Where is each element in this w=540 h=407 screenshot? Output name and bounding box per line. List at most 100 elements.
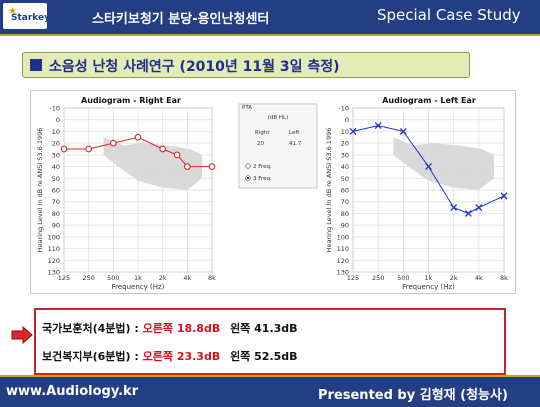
bokji-left-value: 왼쪽 52.5dB (230, 350, 298, 363)
y-tick-label: 120 (48, 257, 60, 265)
special-case-study-title: Special Case Study (377, 6, 521, 24)
y-tick-label: 40 (341, 163, 349, 171)
pta-box (238, 103, 318, 189)
radio-3freq-selected-dot (246, 176, 250, 180)
result-line-bohun: 국가보훈처(4분법) : 오른쪽 18.8dB 왼쪽 41.3dB (42, 320, 298, 336)
y-tick-label: 50 (341, 175, 349, 183)
x-tick-label: 8k (500, 274, 508, 282)
bohun-right-value: 오른쪽 18.8dB (142, 322, 221, 335)
pta-left-value: 41.7 (289, 141, 302, 147)
x-tick-label: 8k (208, 274, 216, 282)
y-tick-label: 120 (337, 257, 349, 265)
x-tick-label: 4k (183, 274, 191, 282)
pta-right-value: 20 (257, 141, 264, 147)
y-tick-label: 70 (341, 198, 349, 206)
chart-title: Audiogram - Left Ear (382, 96, 476, 105)
data-point-circle (183, 163, 191, 170)
y-tick-label: 40 (52, 163, 60, 171)
y-tick-label: 80 (341, 210, 349, 218)
y-tick-label: 30 (52, 151, 60, 159)
y-tick-label: 100 (48, 233, 60, 241)
data-point-x (500, 192, 508, 200)
result-line-bokji: 보건복지부(6분법) : 오른쪽 23.3dB 왼쪽 52.5dB (42, 348, 298, 364)
star-icon: ★ (8, 6, 17, 17)
data-point-circle (60, 145, 68, 153)
y-tick-label: 0 (345, 116, 349, 124)
bohun-label: 국가보훈처(4분법) : (42, 322, 139, 335)
x-tick-label: 250 (372, 274, 384, 282)
y-tick-label: 10 (341, 128, 349, 136)
section-banner: 소음성 난청 사례연구 (2010년 11월 3일 측정) (22, 52, 470, 78)
y-tick-label: 70 (52, 198, 60, 206)
y-tick-label: 0 (56, 116, 60, 124)
website-url[interactable]: www.Audiology.kr (6, 384, 139, 399)
square-bullet-icon (30, 59, 42, 71)
x-tick-label: 250 (82, 274, 94, 282)
bohun-left-value: 왼쪽 41.3dB (230, 322, 298, 335)
data-point-x (374, 122, 382, 130)
pta-title: PTA (242, 105, 252, 111)
data-point-x (464, 209, 472, 217)
pta-right-label: Right (255, 130, 270, 136)
x-tick-label: 1k (134, 274, 142, 282)
data-point-x (349, 127, 357, 135)
bokji-right-value: 오른쪽 23.3dB (142, 350, 221, 363)
pta-unit: (dB HL) (268, 115, 289, 121)
y-axis-label: Hearing Level In dB re ANSI S3.6 1996 (36, 128, 44, 253)
x-tick-label: 2k (159, 274, 167, 282)
starkey-logo: ★ Starkey (3, 3, 51, 29)
y-tick-label: 90 (341, 222, 349, 230)
y-tick-label: -10 (338, 105, 349, 113)
y-tick-label: 80 (52, 210, 60, 218)
chart-title: Audiogram - Right Ear (81, 96, 181, 105)
y-tick-label: 110 (48, 245, 60, 253)
x-axis-label: Frequency (Hz) (402, 283, 455, 291)
y-tick-label: 30 (341, 151, 349, 159)
logo-text: Starkey (11, 13, 51, 23)
data-point-circle (208, 163, 216, 170)
y-axis-label: Hearing Level In dB re ANSI S3.6 1996 (325, 128, 333, 253)
y-tick-label: 60 (52, 187, 60, 195)
pta-left-label: Left (289, 130, 300, 136)
arrow-right-icon (11, 326, 33, 344)
data-point-x (425, 163, 432, 171)
banner-title: 소음성 난청 사례연구 (2010년 11월 3일 측정) (49, 59, 340, 75)
audiogram-panel: -10 0 10 20 30 40 50 60 70 80 90 100 110 120 130 125 250… (30, 90, 516, 294)
x-tick-label: 1k (425, 274, 433, 282)
x-tick-label: 2k (450, 274, 458, 282)
data-point-x (475, 204, 483, 212)
data-point-circle (173, 151, 181, 159)
speech-banana-0 (103, 137, 203, 190)
y-tick-label: 90 (52, 222, 60, 230)
results-box: 국가보훈처(4분법) : 오른쪽 18.8dB 왼쪽 41.3dB 보건복지부(… (34, 308, 506, 375)
data-point-circle (109, 139, 117, 147)
presenter-credit: Presented by 김형재 (청능사) (318, 388, 508, 403)
y-tick-label: 50 (52, 175, 60, 183)
option-3freq-label: 3 Freq. (253, 176, 272, 182)
y-tick-label: 20 (52, 140, 60, 148)
data-point-circle (134, 133, 142, 141)
header-bar: ★ Starkey 스타키보청기 분당-용인난청센터 Special Case … (0, 0, 540, 36)
y-tick-label: 100 (337, 233, 349, 241)
data-point-x (450, 204, 458, 212)
y-tick-label: 110 (337, 245, 349, 253)
y-tick-label: 130 (48, 269, 60, 277)
data-point-circle (159, 145, 167, 153)
footer-bar: www.Audiology.kr Presented by 김형재 (청능사) (0, 375, 540, 407)
y-tick-label: 20 (341, 140, 349, 148)
x-tick-label: 500 (397, 274, 409, 282)
x-tick-label: 500 (107, 274, 119, 282)
data-point-x (399, 127, 407, 135)
x-tick-label: 125 (347, 274, 359, 282)
radio-2freq (245, 163, 251, 169)
x-tick-label: 4k (475, 274, 483, 282)
x-tick-label: 125 (58, 274, 70, 282)
center-title: 스타키보청기 분당-용인난청센터 (92, 12, 270, 27)
x-axis-label: Frequency (Hz) (112, 283, 165, 291)
speech-banana-1 (393, 137, 494, 190)
bokji-label: 보건복지부(6분법) : (42, 350, 139, 363)
option-2freq-label: 2 Freq. (253, 164, 272, 170)
y-tick-label: -10 (49, 105, 60, 113)
y-tick-label: 130 (337, 269, 349, 277)
